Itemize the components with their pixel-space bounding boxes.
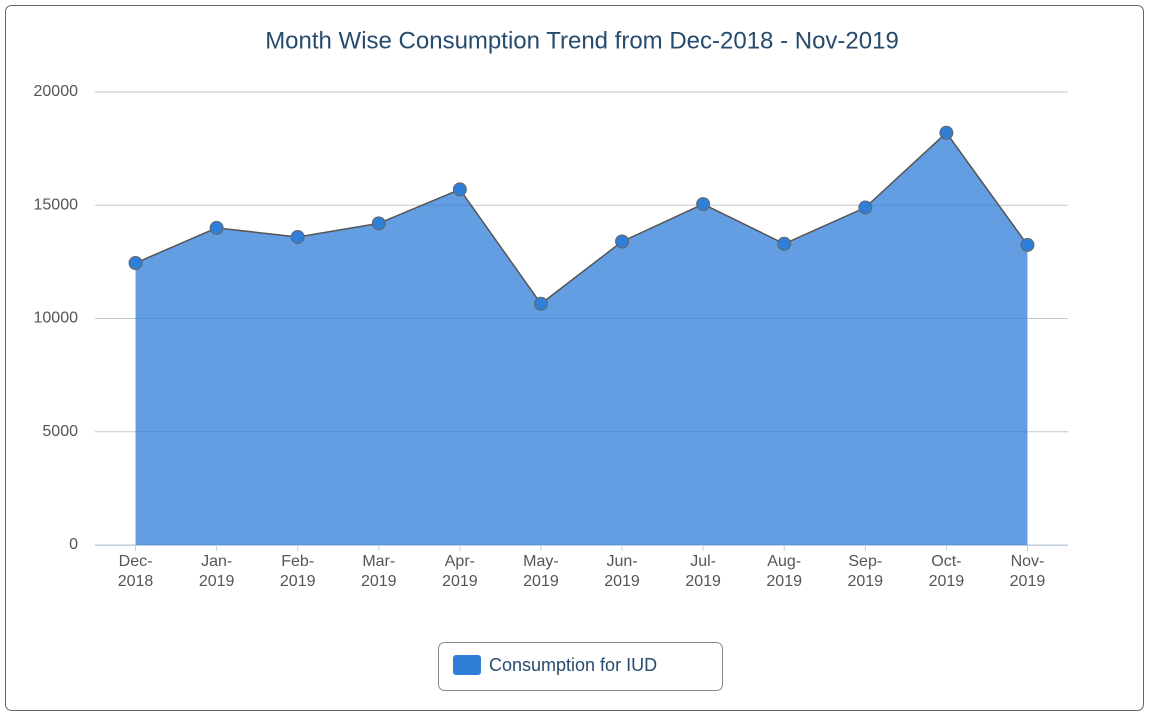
chart-title: Month Wise Consumption Trend from Dec-20… (265, 27, 899, 54)
marker (615, 234, 630, 249)
x-tick-label: Nov-2019 (1009, 553, 1046, 590)
legend: Consumption for IUD (438, 642, 723, 691)
marker (858, 200, 873, 215)
x-tick-label: Feb-2019 (279, 553, 316, 590)
x-tick-label: Sep-2019 (847, 553, 884, 590)
y-tick-label: 0 (69, 536, 78, 553)
x-tick-label: Oct-2019 (928, 553, 965, 590)
marker (452, 182, 467, 197)
legend-label: Consumption for IUD (489, 655, 657, 675)
marker (1020, 237, 1035, 252)
marker (290, 229, 305, 244)
x-tick-label: Apr-2019 (442, 553, 478, 590)
x-tick-label: Jun-2019 (604, 553, 640, 590)
x-tick-label: Jan-2019 (198, 553, 235, 590)
x-tick-label: Aug-2019 (766, 553, 802, 590)
marker (209, 220, 224, 235)
y-tick-label: 20000 (34, 83, 79, 100)
x-tick-label: Jul-2019 (685, 553, 721, 590)
marker (533, 296, 548, 311)
marker (939, 125, 954, 140)
y-tick-label: 5000 (42, 423, 78, 440)
marker (128, 256, 143, 271)
marker (777, 236, 792, 251)
x-tick-label: Mar-2019 (360, 553, 397, 590)
legend-box (438, 642, 723, 691)
area (135, 132, 1028, 545)
marker (371, 216, 386, 231)
x-tick-label: May-2019 (523, 553, 559, 590)
legend-swatch (453, 655, 481, 675)
line (135, 131, 1029, 305)
x-tick-label: Dec-2018 (117, 553, 154, 590)
y-tick-label: 15000 (34, 196, 79, 213)
marker (696, 197, 711, 212)
y-tick-label: 10000 (34, 310, 79, 327)
